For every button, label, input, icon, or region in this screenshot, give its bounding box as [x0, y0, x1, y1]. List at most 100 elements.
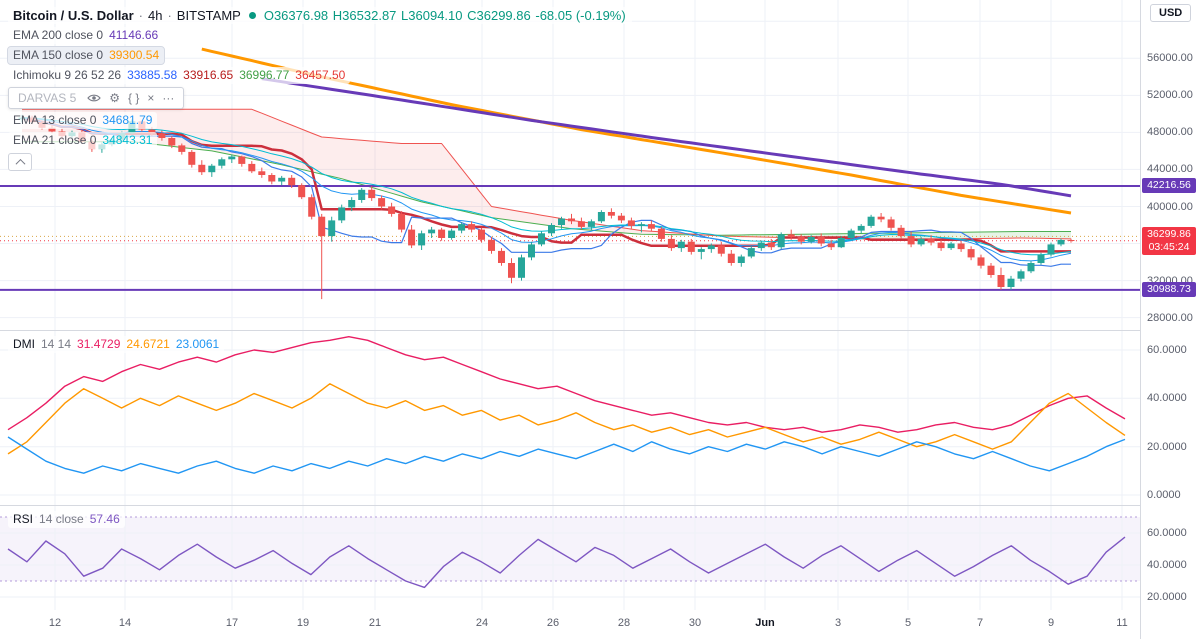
candle-body [887, 219, 895, 228]
candle-body [737, 256, 745, 263]
candle-body [408, 229, 416, 246]
candle-body [188, 151, 196, 165]
candle-body [238, 156, 246, 164]
indicator-value: 31.4729 [77, 337, 121, 351]
candle-body [977, 257, 985, 266]
ichimoku-cloud [531, 213, 542, 225]
ichimoku-cloud [491, 206, 502, 219]
indicator-row-ema21[interactable]: EMA 21 close 0 34843.31 [8, 132, 158, 149]
bar-countdown: 03:45:24 [1148, 240, 1190, 253]
indicator-row-ema13[interactable]: EMA 13 close 0 34681.79 [8, 112, 158, 129]
currency-toggle-button[interactable]: USD [1150, 4, 1192, 22]
indicator-params: 14 close [39, 512, 84, 526]
ichimoku-cloud [951, 232, 962, 239]
price-axis[interactable]: USD 56000.00 52000.00 48000.00 44000.00 4000… [1140, 0, 1197, 639]
ichimoku-cloud [271, 117, 282, 165]
collapse-legend-button[interactable] [8, 153, 32, 171]
candle-body [637, 224, 645, 226]
rsi-legend: RSI 14 close 57.46 [8, 511, 125, 528]
time-axis-label: 12 [48, 617, 62, 629]
ohlc-low: L36094.10 [401, 8, 463, 23]
exchange[interactable]: BITSTAMP [176, 8, 241, 23]
indicator-value: 39300.54 [109, 48, 160, 62]
rsi-pane[interactable] [0, 505, 1140, 610]
candle-body [847, 230, 855, 238]
indicator-row-ema200[interactable]: EMA 200 close 0 41146.66 [8, 27, 164, 44]
candle-body [558, 218, 565, 225]
time-axis-label: 11 [1116, 617, 1128, 629]
candle-body [657, 228, 665, 239]
indicator-value: 36996.77 [239, 68, 290, 82]
level-price-tag: 30988.73 [1142, 281, 1196, 297]
interval[interactable]: 4h [147, 8, 163, 23]
candle-body [218, 159, 226, 166]
candle-body [717, 245, 725, 254]
main-price-pane[interactable] [0, 0, 1140, 330]
symbol-title-row: Bitcoin / U.S. Dollar · 4h · BITSTAMP O3… [8, 7, 632, 24]
symbol-name[interactable]: Bitcoin / U.S. Dollar [13, 8, 134, 23]
source-code-icon[interactable]: { } [128, 91, 140, 105]
candle-body [807, 237, 815, 242]
eye-icon[interactable] [87, 93, 101, 103]
indicator-row-ema150[interactable]: EMA 150 close 0 39300.54 [6, 46, 166, 65]
pane-resize-handle-2[interactable] [0, 505, 1197, 506]
dmi-axis-label: 60.0000 [1147, 344, 1187, 356]
pane-resize-handle-1[interactable] [0, 330, 1197, 331]
ichimoku-cloud [421, 143, 432, 205]
rsi-band [0, 517, 1140, 581]
dmi-line--DI [7, 383, 1126, 455]
indicator-label: EMA 150 close 0 [13, 48, 104, 62]
indicator-value: 34843.31 [102, 133, 153, 147]
candle-body [538, 233, 545, 245]
indicator-value: 23.0061 [175, 337, 220, 351]
dmi-legend: DMI 14 14 31.4729 24.6721 23.0061 [8, 336, 225, 353]
candle-body [488, 239, 495, 251]
candle-body [877, 216, 885, 220]
indicator-row-rsi[interactable]: RSI 14 close 57.46 [8, 511, 125, 528]
candle-body [757, 242, 765, 249]
more-options-icon[interactable]: ··· [162, 91, 175, 105]
candle-body [398, 213, 406, 230]
candle-body [548, 225, 555, 234]
candle-body [288, 177, 296, 186]
ichimoku-cloud [431, 143, 442, 207]
indicator-label[interactable]: DARVAS 5 [18, 91, 77, 105]
ichimoku-cloud [1011, 231, 1021, 239]
ichimoku-cloud [171, 109, 182, 148]
price-axis-label: 40000.00 [1147, 200, 1193, 213]
ohlc-values: O36376.98 H36532.87 L36094.10 C36299.86 … [264, 8, 627, 23]
time-axis-label: 19 [296, 617, 310, 629]
tenkan-line [21, 117, 1071, 267]
time-axis-label: 14 [118, 617, 132, 629]
candle-body [707, 245, 715, 250]
candle-body [747, 248, 755, 257]
indicator-value: 41146.66 [109, 28, 159, 42]
ichimoku-cloud [331, 137, 342, 179]
time-axis[interactable]: 12 14 17 19 21 24 26 28 30 Jun 3 5 7 9 11 [0, 610, 1140, 639]
ichimoku-cloud [351, 139, 362, 185]
ichimoku-cloud [371, 141, 382, 191]
dmi-line-ADX [7, 335, 1126, 433]
indicator-row-dmi[interactable]: DMI 14 14 31.4729 24.6721 23.0061 [8, 336, 225, 353]
rsi-line [7, 536, 1126, 589]
candle-body [1007, 278, 1015, 287]
candle-body [817, 237, 825, 244]
close-icon[interactable]: × [147, 91, 155, 105]
chevron-up-icon [15, 158, 25, 169]
dmi-line-+DI [7, 436, 1126, 474]
indicator-value: 33885.58 [127, 68, 178, 82]
candle-body [418, 233, 426, 246]
candle-body [518, 257, 525, 278]
candle-body [1067, 240, 1075, 241]
ichimoku-cloud [991, 231, 1001, 239]
separator: · [138, 8, 143, 23]
candle-body [48, 127, 56, 132]
indicator-row-ichimoku[interactable]: Ichimoku 9 26 52 26 33885.58 33916.65 36… [8, 67, 351, 84]
gear-icon[interactable]: ⚙ [109, 91, 121, 105]
dmi-axis-label: 40.0000 [1147, 392, 1187, 405]
ichimoku-cloud [1041, 231, 1051, 239]
time-axis-label: 21 [368, 617, 382, 629]
main-legend: Bitcoin / U.S. Dollar · 4h · BITSTAMP O3… [6, 7, 632, 171]
dmi-pane[interactable] [0, 330, 1140, 505]
ichimoku-cloud [451, 156, 462, 211]
